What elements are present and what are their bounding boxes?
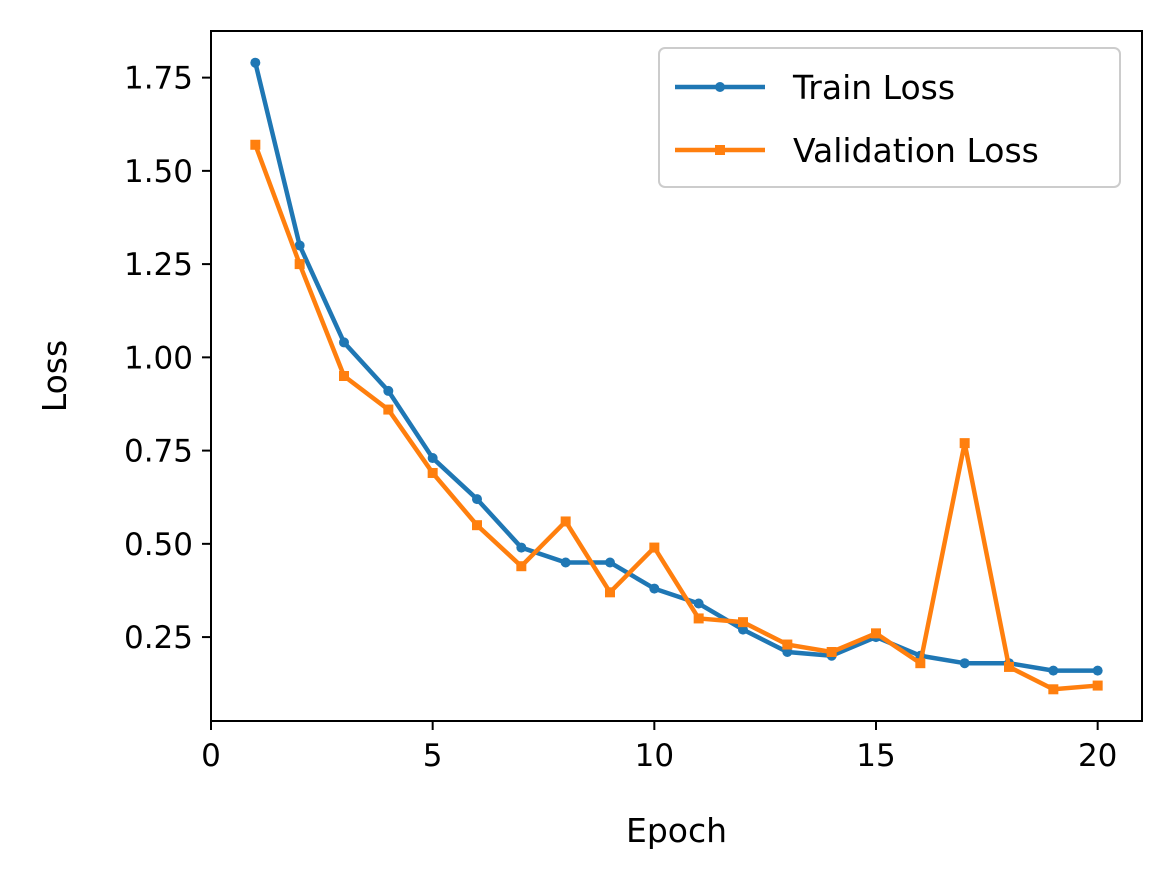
y-tick-label: 0.50	[124, 527, 193, 563]
x-tick-label: 0	[201, 738, 221, 774]
train-loss-line	[253, 62, 1098, 673]
validation-loss-point	[826, 647, 837, 657]
y-tick-label: 0.25	[124, 620, 193, 656]
train-loss-point	[294, 240, 305, 251]
legend-marker-train-loss	[715, 82, 725, 92]
validation-loss-point	[560, 516, 571, 527]
validation-loss-point	[871, 628, 881, 639]
train-loss-point	[959, 658, 970, 669]
x-axis-label: Epoch	[626, 811, 727, 850]
y-tick-label: 0.75	[124, 434, 193, 470]
train-loss-point	[427, 453, 438, 464]
train-loss-point	[383, 385, 394, 396]
axes	[210, 30, 1143, 722]
x-tick-label: 10	[635, 738, 674, 774]
train-loss-point	[472, 494, 482, 505]
legend-marker-validation-loss	[715, 145, 725, 155]
legend-frame	[658, 47, 1121, 188]
y-tick-label: 1.75	[124, 61, 193, 97]
validation-loss-point	[427, 467, 438, 478]
y-tick-label: 1.50	[124, 154, 193, 190]
x-tick-label: 20	[1078, 738, 1117, 774]
train-loss-point	[339, 337, 349, 348]
validation-loss-point	[959, 438, 970, 449]
train-loss-point	[693, 598, 704, 609]
validation-loss-point	[1004, 661, 1014, 672]
legend: Train Loss Validation Loss	[658, 47, 1121, 188]
validation-loss-point	[605, 587, 615, 598]
x-ticks: 0 5 10 15 20	[201, 721, 1117, 774]
y-axis-label: Loss	[35, 340, 74, 412]
validation-loss-point	[649, 542, 660, 553]
validation-loss-point	[516, 561, 527, 572]
x-tick-label: 15	[856, 738, 895, 774]
validation-loss-point	[693, 613, 704, 624]
train-loss-point	[516, 542, 527, 553]
validation-loss-point	[738, 617, 748, 628]
validation-loss-point	[294, 259, 305, 270]
y-tick-label: 1.25	[124, 247, 193, 283]
train-loss-point	[250, 57, 261, 68]
legend-label-train-loss: Train Loss	[792, 68, 955, 107]
train-loss-point	[1048, 665, 1059, 676]
validation-loss-line	[253, 143, 1098, 692]
train-loss-point	[605, 557, 615, 568]
x-tick-label: 5	[423, 738, 443, 774]
train-loss-point	[649, 583, 660, 594]
axes-frame	[210, 30, 1143, 722]
validation-loss-point	[383, 404, 394, 415]
validation-loss-point	[915, 658, 926, 669]
y-tick-label: 1.00	[124, 340, 193, 376]
train-loss-point	[1092, 665, 1103, 676]
legend-label-validation-loss: Validation Loss	[793, 131, 1039, 170]
train-loss-point	[560, 557, 571, 568]
plot-area	[250, 57, 1103, 695]
validation-loss-point	[250, 139, 261, 150]
validation-loss-point	[472, 520, 482, 531]
y-ticks: 0.25 0.50 0.75 1.00 1.25 1.50 1.75	[124, 61, 211, 656]
validation-loss-point	[339, 371, 349, 381]
validation-loss-point	[1048, 684, 1059, 695]
validation-loss-point	[1092, 680, 1103, 691]
validation-loss-point	[782, 639, 793, 650]
